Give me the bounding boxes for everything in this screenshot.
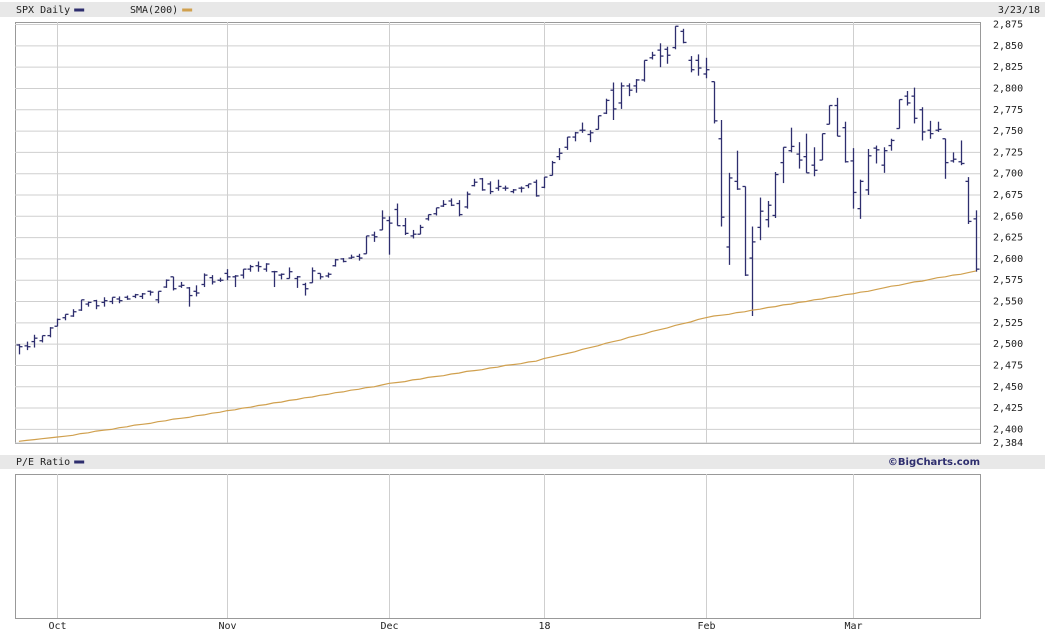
credit: ©BigCharts.com (888, 457, 980, 468)
main-panel (15, 22, 981, 444)
y-tick-label: 2,384 (993, 438, 1023, 449)
y-tick-label: 2,700 (993, 169, 1023, 180)
y-tick-label: 2,650 (993, 211, 1023, 222)
y-tick-label: 2,875 (993, 20, 1023, 31)
x-tick-label: Oct (48, 621, 66, 632)
x-tick-label: 18 (538, 621, 550, 632)
y-tick-label: 2,750 (993, 126, 1023, 137)
x-tick-label: Dec (380, 621, 398, 632)
x-tick-label: Mar (844, 621, 862, 632)
y-tick-label: 2,625 (993, 233, 1023, 244)
legend-label: SMA(200) (130, 5, 178, 16)
y-tick-label: 2,675 (993, 190, 1023, 201)
y-tick-label: 2,525 (993, 318, 1023, 329)
sma-line (18, 270, 977, 442)
y-tick-label: 2,400 (993, 424, 1023, 435)
y-tick-label: 2,425 (993, 403, 1023, 414)
y-tick-label: 2,850 (993, 41, 1023, 52)
lower-panel (15, 474, 981, 619)
grid (15, 22, 980, 618)
date-label: 3/23/18 (998, 5, 1040, 16)
y-tick-label: 2,575 (993, 275, 1023, 286)
header-bar (0, 2, 1045, 17)
y-tick-label: 2,800 (993, 83, 1023, 94)
y-tick-label: 2,600 (993, 254, 1023, 265)
y-tick-label: 2,775 (993, 105, 1023, 116)
marks (16, 25, 980, 442)
y-tick-label: 2,450 (993, 382, 1023, 393)
y-tick-label: 2,475 (993, 360, 1023, 371)
labels: 3/23/18 ©BigCharts.com P/E Ratio 2,384 2,… (16, 5, 1040, 632)
x-tick-label: Nov (218, 621, 236, 632)
y-tick-label: 2,725 (993, 147, 1023, 158)
legend-label: SPX Daily (16, 5, 70, 16)
lower-header-bar (0, 455, 1045, 469)
y-tick-label: 2,500 (993, 339, 1023, 350)
y-tick-label: 2,550 (993, 297, 1023, 308)
y-tick-label: 2,825 (993, 62, 1023, 73)
x-tick-label: Feb (697, 621, 715, 632)
lower-panel-title: P/E Ratio (16, 457, 70, 468)
